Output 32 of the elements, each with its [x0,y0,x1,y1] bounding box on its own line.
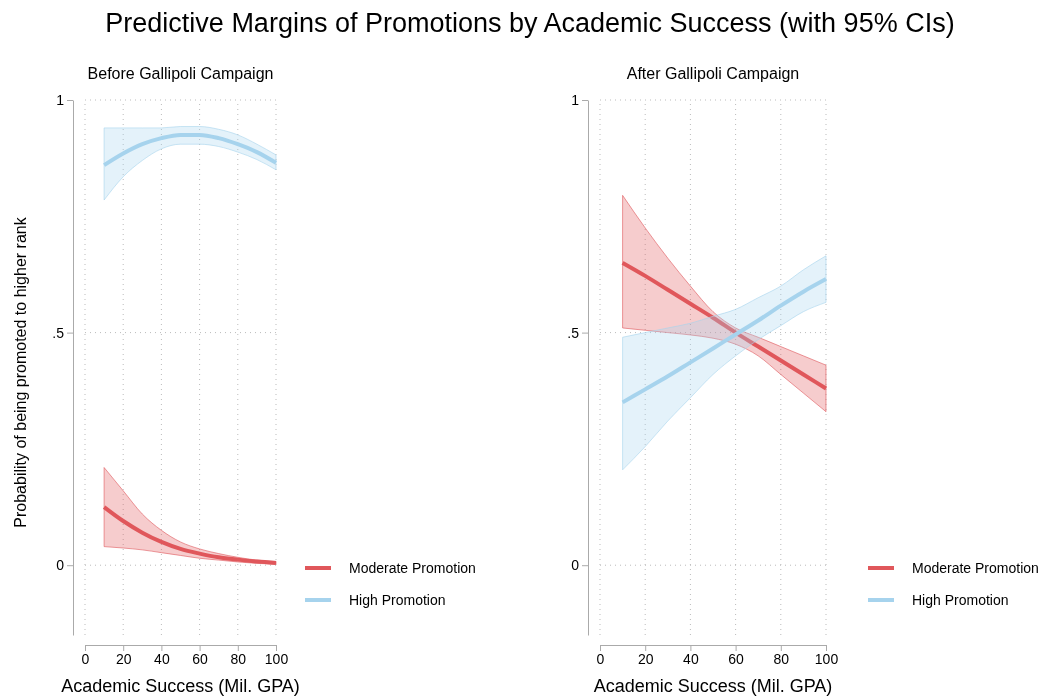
x-tick-label: 40 [154,650,170,667]
y-tick-label: .5 [52,324,65,341]
y-tick-label: 0 [571,557,580,574]
legend-label: Moderate Promotion [912,560,1039,576]
y-tick-label: .5 [567,324,580,341]
x-tick-label: 20 [637,650,654,667]
chart-subtitle: After Gallipoli Campaign [626,65,800,82]
x-tick-label: 100 [814,650,839,667]
y-tick-label: 0 [56,557,65,574]
x-tick-label: 80 [230,650,247,667]
x-tick-label: 100 [264,650,289,667]
y-tick-label: 1 [571,91,580,108]
x-tick-label: 60 [728,650,745,667]
y-axis-title: Probability of being promoted to higher rank [12,216,29,528]
legend-label: High Promotion [349,592,446,608]
legend-label: High Promotion [912,592,1009,608]
x-axis-title: Academic Success (Mil. GPA) [61,676,300,696]
legend-label: Moderate Promotion [349,560,476,576]
line-series [102,132,278,168]
line-series [620,277,828,405]
x-tick-label: 60 [192,650,209,667]
x-tick-label: 0 [81,650,90,667]
x-tick-label: 80 [773,650,790,667]
x-tick-label: 0 [596,650,605,667]
line-series [102,505,278,565]
chart-subtitle: Before Gallipoli Campaign [87,65,274,82]
line-series [620,260,828,391]
x-axis-title: Academic Success (Mil. GPA) [593,676,833,696]
x-tick-label: 40 [683,650,699,667]
x-tick-label: 20 [115,650,132,667]
y-tick-label: 1 [56,91,65,108]
text: Predictive Margins of Promotions by Academic Success (with 95% CIs) [105,8,955,38]
